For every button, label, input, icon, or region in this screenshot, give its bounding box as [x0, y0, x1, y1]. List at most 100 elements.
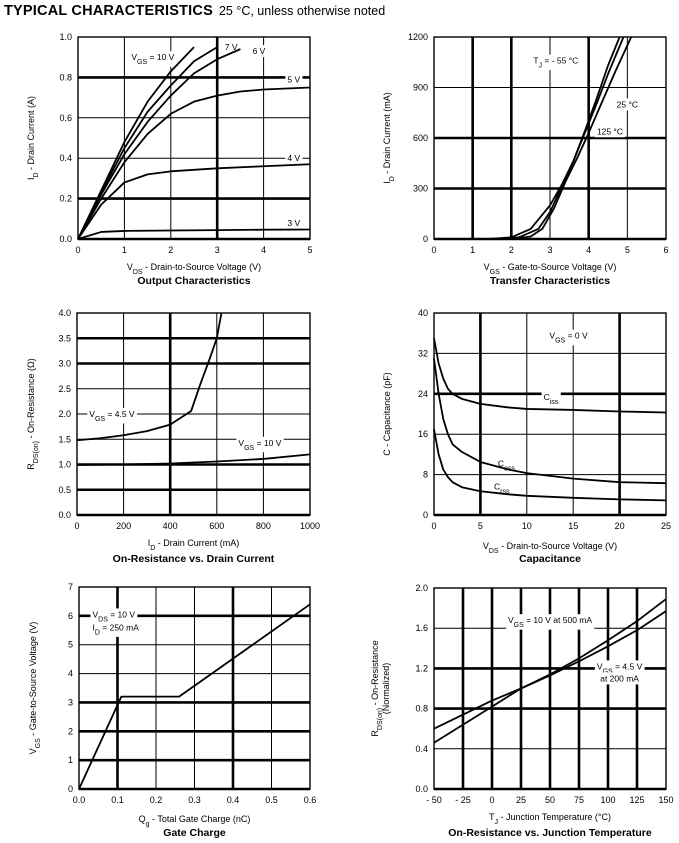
x-axis-label: ID - Drain Current (mA) — [148, 538, 240, 552]
y-tick-label: 7 — [68, 582, 73, 592]
page-header: TYPICAL CHARACTERISTICS 25 °C, unless oth… — [4, 2, 385, 20]
y-tick-label: 0.6 — [59, 113, 72, 123]
y-tick-label: 1.5 — [58, 434, 71, 444]
y-axis-label: VGS - Gate-to-Source Voltage (V) — [28, 622, 42, 755]
series-line-vgs-10-v-at-500-ma — [433, 598, 667, 744]
x-tick-label: 4 — [261, 245, 266, 255]
x-axis-label: VGS - Gate-to-Source Voltage (V) — [484, 262, 617, 276]
y-tick-label: 1.6 — [415, 623, 428, 633]
y-tick-label: 0.2 — [59, 194, 72, 204]
annotation-label: 3 V — [287, 218, 300, 228]
annotation-backing — [594, 660, 645, 676]
y-tick-label: 3.5 — [58, 333, 71, 343]
annotation-backing — [285, 216, 303, 229]
annotation-label: VGS = 0 V — [549, 331, 588, 345]
chart-gate-charge: VDS = 10 VID = 250 mA 0.0 0.1 0.2 0.3 0.4 0.5 0… — [28, 582, 316, 839]
annotation-backing — [90, 621, 142, 637]
x-tick-label: 2 — [509, 245, 514, 255]
x-tick-label: - 50 — [426, 795, 442, 805]
series-line-coss — [433, 358, 667, 485]
chart-title: On-Resistance vs. Drain Current — [113, 553, 275, 565]
x-tick-label: 0.6 — [304, 795, 317, 805]
series-line-4-v — [77, 163, 311, 240]
y-tick-label: 1 — [68, 755, 73, 765]
chart-title: Output Characteristics — [137, 275, 250, 287]
y-axis-label-line2: (Normalized) — [381, 663, 391, 715]
x-axis-label: Qg - Total Gate Charge (nC) — [139, 814, 251, 828]
x-tick-label: 0.0 — [73, 795, 86, 805]
x-tick-label: 0 — [431, 521, 436, 531]
y-axis-label: C - Capacitance (pF) — [382, 372, 392, 456]
x-tick-label: 25 — [661, 521, 671, 531]
annotation-label: 25 °C — [617, 99, 638, 109]
chart-title: Gate Charge — [163, 827, 226, 839]
series-line-vgs-10-v — [76, 453, 311, 466]
y-tick-label: 8 — [423, 470, 428, 480]
series-line-vgs — [78, 603, 311, 790]
annotation-label: ID = 250 mA — [92, 622, 139, 636]
x-tick-label: 3 — [215, 245, 220, 255]
annotation-backing — [531, 54, 581, 71]
x-tick-label: 0.2 — [150, 795, 163, 805]
x-tick-label: 4 — [586, 245, 591, 255]
annotation-label: Crss — [494, 482, 510, 496]
series-line-vgs-4-5-v — [76, 312, 223, 442]
annotation-backing — [614, 98, 641, 111]
y-tick-label: 2.5 — [58, 384, 71, 394]
annotation-backing — [250, 45, 268, 58]
chart-rds-vs-tj: VGS = 10 V at 500 mA VGS = 4.5 Vat 200 mA… — [370, 583, 674, 839]
x-tick-label: 0 — [75, 245, 80, 255]
x-tick-label: 150 — [658, 795, 673, 805]
y-tick-label: 3.0 — [58, 359, 71, 369]
annotation-backing — [129, 51, 177, 67]
x-axis-label: TJ - Junction Temperature (°C) — [489, 812, 611, 826]
y-tick-label: 2 — [68, 726, 73, 736]
y-tick-label: 0.4 — [59, 153, 72, 163]
annotation-label: VGS = 4.5 V — [597, 661, 643, 675]
x-tick-label: 200 — [116, 521, 131, 531]
x-tick-label: 50 — [545, 795, 555, 805]
header-title: TYPICAL CHARACTERISTICS — [4, 3, 213, 19]
series-line-25-c — [499, 36, 625, 240]
annotation-backing — [495, 457, 518, 473]
y-axis-label: ID - Drain Current (mA) — [382, 92, 396, 184]
annotation-label: TJ = - 55 °C — [533, 56, 578, 70]
y-axis-label: ID - Drain Current (A) — [26, 96, 40, 180]
chart-rds-vs-id: VGS = 4.5 V VGS = 10 V 0 200 400 600 800 1000 0.… — [26, 308, 320, 565]
annotation-label: 7 V — [225, 42, 238, 52]
annotation-backing — [285, 152, 303, 165]
x-axis-label: VDS - Drain-to-Source Voltage (V) — [127, 262, 261, 276]
x-tick-label: - 25 — [455, 795, 471, 805]
annotation-backing — [547, 329, 591, 346]
y-tick-label: 0 — [68, 784, 73, 794]
x-tick-label: 5 — [307, 245, 312, 255]
x-tick-label: 0 — [489, 795, 494, 805]
series-line-ciss — [433, 338, 667, 414]
x-tick-label: 0.3 — [188, 795, 201, 805]
annotation-label: Coss — [498, 458, 516, 472]
x-tick-label: 15 — [568, 521, 578, 531]
y-tick-label: 1.0 — [58, 460, 71, 470]
annotation-backing — [222, 41, 240, 54]
annotation-backing — [594, 125, 625, 138]
y-tick-label: 1.0 — [59, 32, 72, 42]
y-tick-label: 6 — [68, 611, 73, 621]
annotation-label: 125 °C — [597, 126, 623, 136]
x-axis-label: VDS - Drain-to-Source Voltage (V) — [483, 541, 617, 555]
series-line-3-v — [77, 228, 311, 240]
plot-frame — [77, 36, 311, 240]
chart-capacitance: VGS = 0 V Ciss Coss Crss 0 5 10 15 20 25 0 8 16 24 32 4… — [382, 308, 671, 565]
annotation-label: VGS = 10 V at 500 mA — [508, 615, 592, 629]
y-tick-label: 0 — [423, 510, 428, 520]
y-tick-label: 4.0 — [58, 308, 71, 318]
y-tick-label: 3 — [68, 697, 73, 707]
x-tick-label: 1 — [470, 245, 475, 255]
x-tick-label: 5 — [625, 245, 630, 255]
y-axis-label: RDS(on) - On-Resistance (Ω) — [26, 358, 40, 469]
x-tick-label: 0.4 — [227, 795, 240, 805]
series-line-5-v — [77, 86, 311, 240]
y-tick-label: 40 — [418, 308, 428, 318]
annotation-label: VGS = 4.5 V — [89, 409, 135, 423]
x-tick-label: 0 — [74, 521, 79, 531]
annotation-label: at 200 mA — [600, 673, 639, 683]
